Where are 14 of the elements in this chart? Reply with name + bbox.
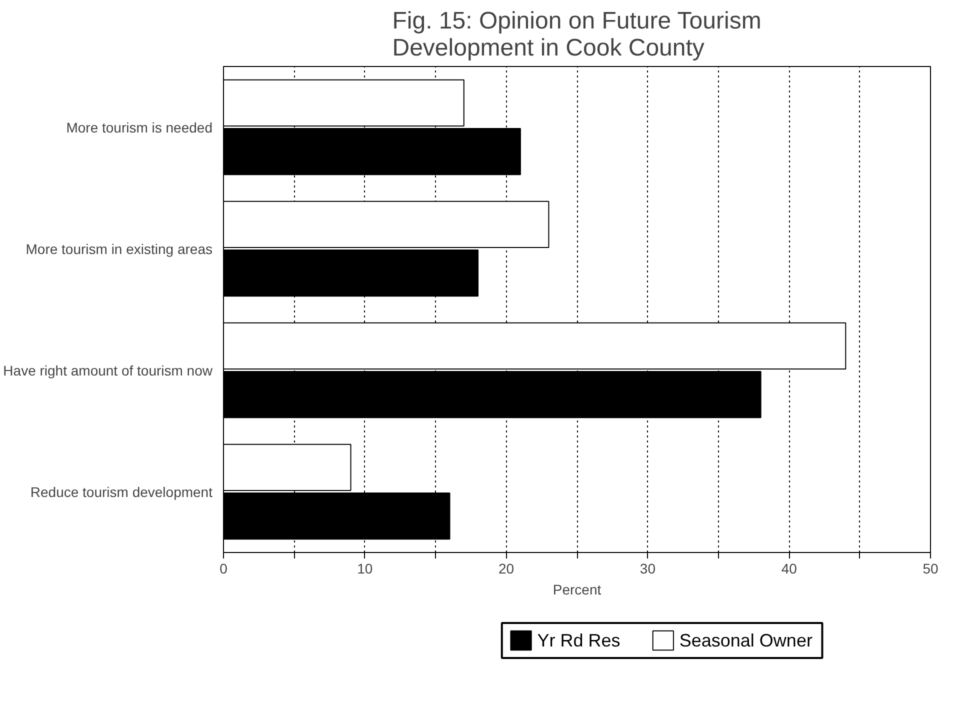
x-tick-label: 30 [640,560,656,576]
y-tick-label: Have right amount of tourism now [3,362,214,378]
x-tick-label: 50 [922,560,938,576]
x-axis-title: Percent [552,582,602,598]
x-tick-label: 10 [357,560,373,576]
x-tick-label: 20 [498,560,514,576]
legend-label: Seasonal Owner [679,630,812,650]
y-tick-label: More tourism is needed [66,119,213,136]
chart-title: Fig. 15: Opinion on Future Tourism Development in Cook County [392,8,762,62]
legend-label: Yr Rd Res [537,630,620,650]
x-tick-label: 40 [781,560,798,576]
x-tick-label: 0 [220,560,228,576]
y-tick-label: Reduce tourism development [30,484,213,500]
y-tick-label: More tourism in existing areas [26,240,213,257]
